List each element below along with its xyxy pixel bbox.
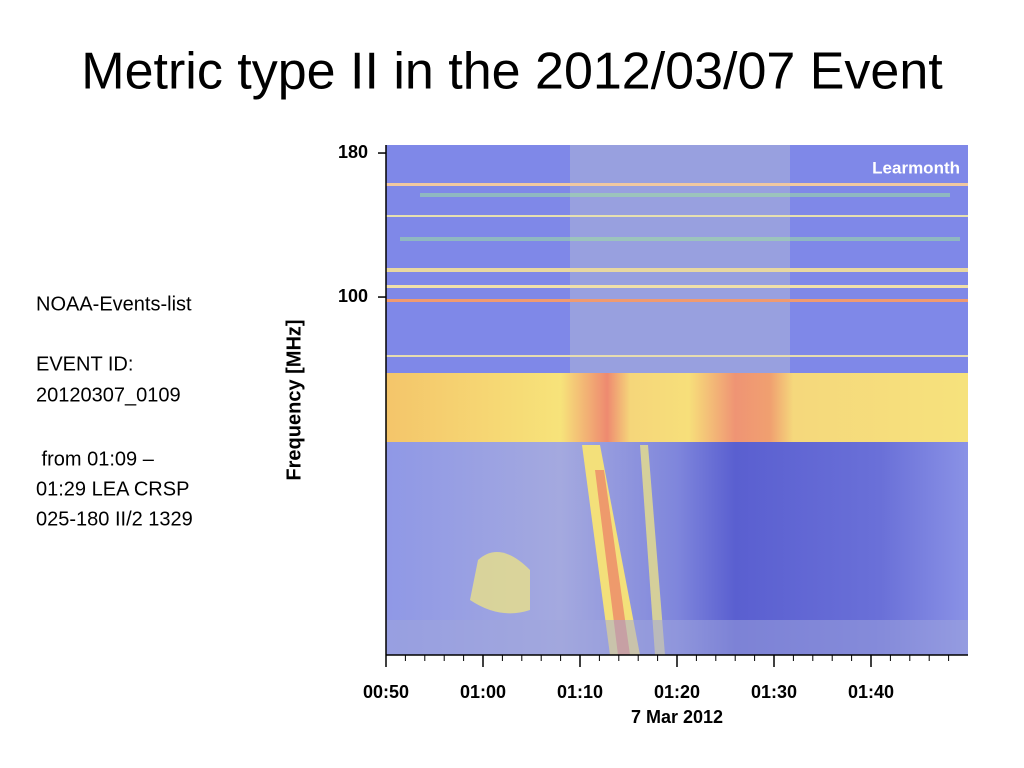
- rfi-line: [386, 215, 968, 217]
- x-axis-label: 7 Mar 2012: [631, 707, 723, 727]
- rfi-specks: [400, 237, 960, 241]
- x-tick-label: 01:00: [460, 682, 506, 702]
- rfi-line: [386, 183, 968, 186]
- note-line: 20120307_0109: [36, 384, 181, 406]
- low-band: [386, 442, 968, 655]
- mid-band: [386, 373, 968, 442]
- x-tick-label: 00:50: [363, 682, 409, 702]
- x-tick-label: 01:10: [557, 682, 603, 702]
- x-tick-label: 01:40: [848, 682, 894, 702]
- note-line: from 01:09 –: [36, 448, 155, 470]
- y-tick-label: 180: [338, 142, 368, 162]
- note-line: 01:29 LEA CRSP: [36, 478, 189, 500]
- y-axis-label: Frequency [MHz]: [283, 319, 305, 480]
- rfi-line: [386, 299, 968, 302]
- event-notes: NOAA-Events-list EVENT ID: 20120307_0109 f…: [36, 293, 193, 530]
- x-tick-label: 01:20: [654, 682, 700, 702]
- note-line: NOAA-Events-list: [36, 293, 192, 315]
- note-line: EVENT ID:: [36, 353, 133, 375]
- station-label: Learmonth: [872, 158, 960, 177]
- spectrogram: Learmonth: [386, 145, 968, 655]
- rfi-specks: [420, 193, 950, 197]
- type-ii-lane: [640, 445, 665, 655]
- rfi-line: [386, 355, 968, 357]
- type-ii-lane: [595, 470, 630, 655]
- noise-floor: [386, 620, 968, 655]
- x-tick-label: 01:30: [751, 682, 797, 702]
- slide-title: Metric type II in the 2012/03/07 Event: [81, 43, 943, 101]
- rfi-line: [386, 285, 968, 288]
- y-tick-label: 100: [338, 286, 368, 306]
- emission-patch: [470, 552, 530, 614]
- rfi-line: [386, 268, 968, 272]
- burst-haze: [570, 145, 790, 373]
- note-line: 025-180 II/2 1329: [36, 508, 193, 530]
